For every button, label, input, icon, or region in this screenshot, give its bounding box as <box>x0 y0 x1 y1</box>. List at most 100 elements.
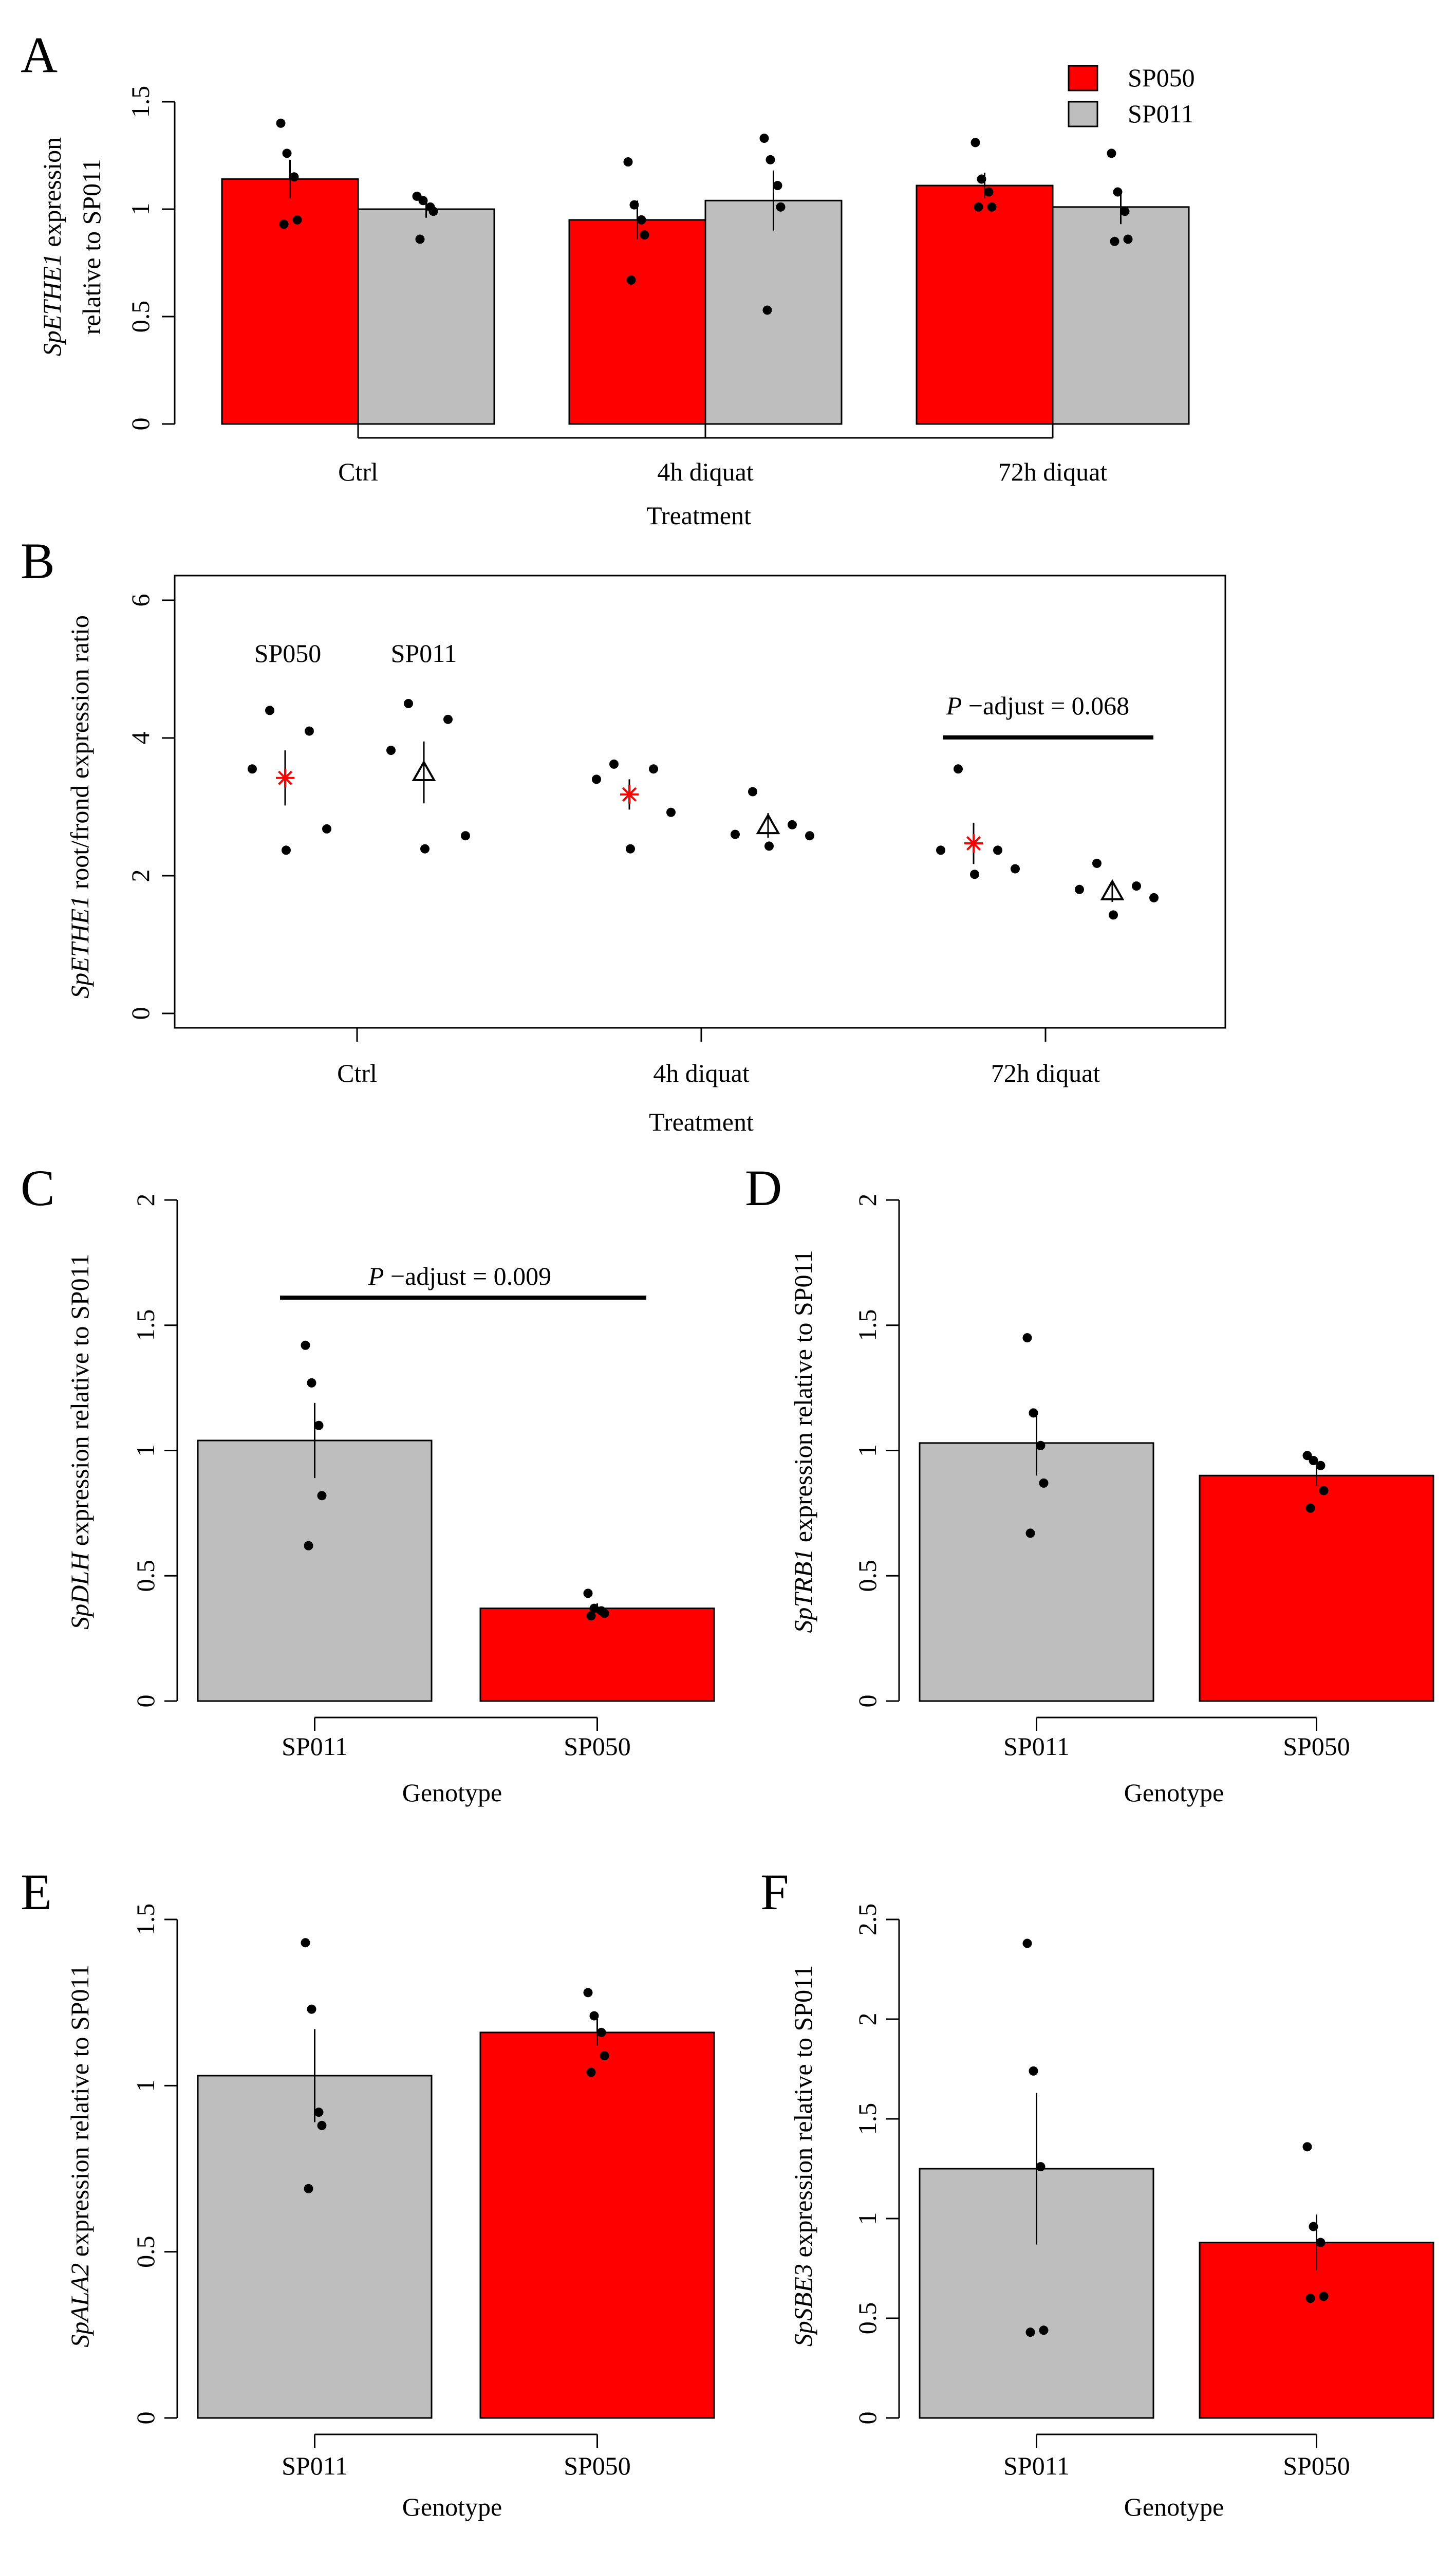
panel-b-data-point <box>954 764 963 774</box>
panel-letter-f: F <box>760 1863 789 1920</box>
panel-b-data-point <box>788 820 797 829</box>
panel-c-xlabel: Genotype <box>402 1778 502 1807</box>
panel-a-data-point <box>292 215 302 225</box>
panel-b-y-tick-label: 0 <box>126 1007 155 1020</box>
panel-a-bar-sp011 <box>357 208 495 425</box>
panel-a-data-point <box>418 196 428 206</box>
panel-d-ylabel-gene: SpTRB1 <box>789 1549 817 1633</box>
panel-b-category-label: Ctrl <box>337 1059 377 1087</box>
panel-d-bar-sp050 <box>1199 1474 1434 1702</box>
panel-a-data-point <box>1110 236 1119 246</box>
panel-b-data-point <box>322 824 331 834</box>
panel-e-bar-sp011 <box>197 2075 433 2419</box>
panel-a-data-point <box>279 219 289 229</box>
panel-b-data-point <box>282 845 291 855</box>
panel-f-y-tick-label: 0.5 <box>853 2302 882 2335</box>
panel-a-data-point <box>970 138 980 147</box>
panel-d-data-point <box>1319 1486 1329 1495</box>
panel-d-bar-sp011 <box>919 1442 1154 1702</box>
panel-d-data-point <box>1309 1456 1318 1465</box>
panel-b-plot-frame <box>174 575 1226 1029</box>
panel-b-data-point <box>731 829 740 839</box>
panel-b-mean-marker-sp050 <box>966 836 981 851</box>
panel-f-xlabel: Genotype <box>1124 2492 1224 2521</box>
panel-b-data-point <box>970 870 979 879</box>
panel-c-data-point <box>600 1609 609 1618</box>
panel-a-bar-sp050 <box>568 219 706 425</box>
panel-b-data-point <box>748 787 757 797</box>
panel-c-y-tick-label: 1 <box>131 1444 160 1457</box>
legend-swatch-sp050 <box>1068 65 1098 91</box>
panel-d-data-point <box>1036 1440 1046 1450</box>
panel-f-data-point <box>1029 2066 1038 2076</box>
panel-c-y-tick-label: 0 <box>131 1695 160 1708</box>
panel-f-y-tick-label: 0 <box>853 2412 882 2425</box>
panel-b-group-label-sp011: SP011 <box>391 639 457 668</box>
panel-a-xlabel: Treatment <box>646 501 751 530</box>
panel-c-y-tick-label: 0.5 <box>131 1560 160 1592</box>
panel-c-p-adjust-label: P −adjust = 0.009 <box>368 1262 551 1290</box>
panel-f-category-label: SP011 <box>1003 2451 1070 2480</box>
panel-c-data-point <box>583 1588 593 1598</box>
panel-e-data-point <box>589 2011 599 2021</box>
panel-e-data-point <box>307 2004 316 2014</box>
panel-a-y-tick-label: 1.5 <box>126 86 155 118</box>
panel-a: A 0 0.5 1 1.5 Ctrl 4h diquat 72h diquat Treatm… <box>21 26 1195 530</box>
panel-d-data-point <box>1025 1528 1035 1538</box>
panel-c-category-label: SP011 <box>282 1732 348 1761</box>
panel-d-data-point <box>1029 1408 1038 1418</box>
panel-a-data-point <box>629 200 639 210</box>
panel-d-y-tick-label: 0 <box>853 1695 882 1708</box>
panel-a-data-point <box>415 234 425 244</box>
panel-c-y-tick-label: 2 <box>131 1194 160 1207</box>
panel-d-y-tick-label: 1 <box>853 1444 882 1457</box>
panel-letter-a: A <box>21 26 58 83</box>
panel-a-data-point <box>987 202 997 212</box>
panel-e-ylabel: SpALA2 expression relative to SP011 <box>65 1964 94 2347</box>
panel-a-data-point <box>977 174 986 184</box>
panel-d-data-point <box>1305 1503 1315 1513</box>
panel-e-y-tick-label: 1.5 <box>131 1904 160 1936</box>
panel-letter-b: B <box>21 532 55 589</box>
panel-b-data-point <box>649 764 658 774</box>
panel-e-data-point <box>304 2184 313 2193</box>
panel-e-data-point <box>317 2120 327 2130</box>
panel-c-data-point <box>586 1611 596 1621</box>
panel-b-y-tick-label: 4 <box>126 732 155 745</box>
panel-f-y-tick-label: 2 <box>853 2013 882 2026</box>
panel-b-mean-marker-sp011 <box>412 760 436 781</box>
panel-a-data-point <box>984 187 994 197</box>
panel-b-mean-marker-sp050 <box>277 770 293 785</box>
panel-a-data-point <box>282 149 292 158</box>
panel-b-data-point <box>1011 864 1020 874</box>
panel-f-data-point <box>1022 1938 1032 1948</box>
panel-a-bar-sp011 <box>1052 206 1190 425</box>
panel-b-xlabel: Treatment <box>649 1107 754 1136</box>
panel-b-data-point <box>265 706 274 715</box>
panel-b-data-point <box>805 831 814 841</box>
panel-a-data-point <box>640 230 649 240</box>
panel-f-data-point <box>1302 2142 1312 2152</box>
panel-b-mean-marker-sp011 <box>1100 879 1125 900</box>
panel-c-data-point <box>589 1603 599 1613</box>
panel-a-ylabel: SpETHE1 expression <box>38 137 66 356</box>
panel-b-data-point <box>764 841 774 851</box>
panel-b-ylabel: SpETHE1 root/frond expression ratio <box>65 615 94 999</box>
panel-b-p-rest: −adjust = 0.068 <box>962 691 1129 720</box>
panel-b-mean-marker-sp050 <box>622 787 637 802</box>
panel-a-y-tick-label: 0.5 <box>126 301 155 333</box>
panel-c-data-point <box>317 1491 327 1501</box>
legend-label-sp050: SP050 <box>1128 63 1195 92</box>
panel-b-y-tick-label: 2 <box>126 870 155 882</box>
panel-d-y-tick-label: 0.5 <box>853 1560 882 1592</box>
panel-b-data-point <box>1075 884 1084 894</box>
panel-c-data-point <box>301 1340 310 1350</box>
panel-b-data-point <box>993 845 1002 855</box>
panel-d-ylabel-text: expression relative to SP011 <box>789 1250 817 1548</box>
panel-d: D 0 0.5 1 1.5 2 SP011 SP050 Genotype SpTRB1 ex… <box>745 1159 1434 1807</box>
panel-e-data-point <box>583 1988 593 1998</box>
panel-f-data-point <box>1305 2294 1315 2303</box>
panel-c-p-italic: P <box>368 1262 384 1290</box>
panel-c-ylabel: SpDLH expression relative to SP011 <box>65 1253 94 1629</box>
panel-a-data-point <box>1107 149 1116 158</box>
